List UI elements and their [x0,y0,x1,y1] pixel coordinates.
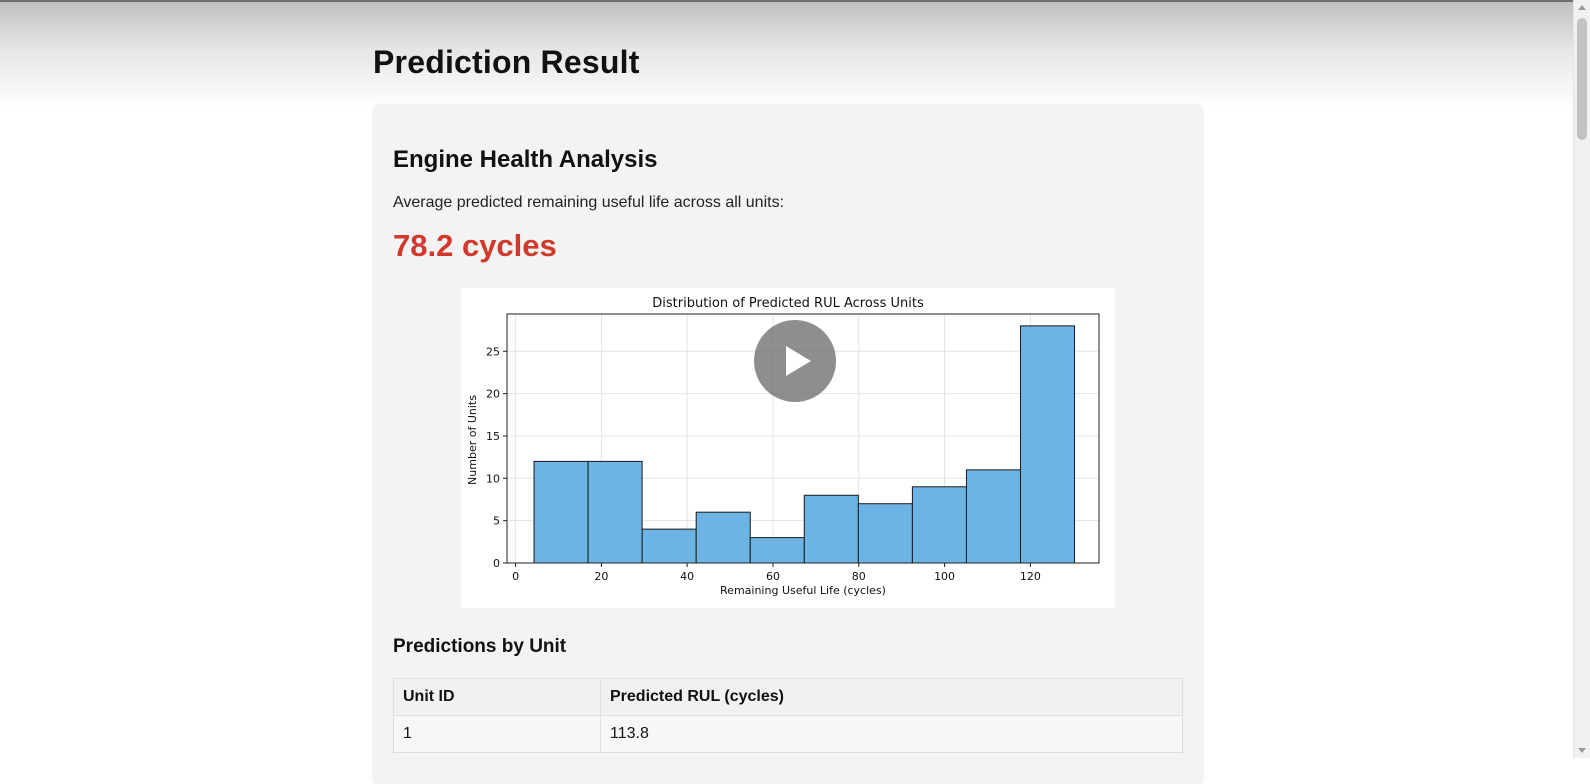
table-header-row: Unit ID Predicted RUL (cycles) [393,678,1183,716]
y-tick-label: 5 [493,515,500,528]
chart-y-axis-label: Number of Units [466,395,479,485]
histogram-bar [749,537,805,564]
plot-frame [506,313,1100,564]
x-tick-label: 40 [680,570,694,583]
unit-id-cell: 1 [393,715,601,753]
page-title: Prediction Result [373,44,640,80]
y-tick-label: 10 [486,472,500,485]
column-header-predicted-rul: Predicted RUL (cycles) [600,678,1183,716]
average-rul-value: 78.2 cycles [393,228,557,263]
play-icon[interactable] [786,346,811,376]
scroll-up-arrow-icon[interactable] [1578,5,1586,10]
histogram-bar [803,494,859,564]
histogram-bar [695,511,751,564]
histogram-bar [965,469,1021,564]
table-row: 1 113.8 [393,715,1183,753]
x-tick-label: 0 [512,570,519,583]
y-tick-label: 20 [486,388,500,401]
histogram-bar [533,460,589,564]
vertical-scrollbar[interactable] [1573,0,1590,758]
column-header-unit-id: Unit ID [393,678,601,716]
y-tick-label: 25 [486,345,500,358]
predictions-by-unit-title: Predictions by Unit [393,636,567,657]
rul-distribution-chart: 0 20 40 60 80 100 120 0 5 10 15 20 25 Distribution o… [461,288,1115,608]
rul-histogram-svg: 0 20 40 60 80 100 120 0 5 10 15 20 25 Distribution o… [466,296,1100,597]
x-tick-label: 120 [1020,570,1041,583]
histogram-bar [587,460,643,564]
window-top-edge [0,0,1590,2]
y-tick-label: 15 [486,430,500,443]
x-tick-label: 60 [766,570,780,583]
histogram-bar [1019,325,1076,564]
histogram-bar [641,528,697,564]
predictions-table: Unit ID Predicted RUL (cycles) 1 113.8 [393,678,1183,753]
predicted-rul-cell: 113.8 [600,715,1183,753]
x-tick-label: 100 [934,570,955,583]
histogram-bar [857,503,913,564]
scroll-down-arrow-icon[interactable] [1578,748,1586,753]
engine-health-title: Engine Health Analysis [393,146,658,173]
result-card: Engine Health Analysis Average predicted… [373,104,1203,784]
x-tick-label: 20 [594,570,608,583]
browser-top-gradient [0,0,1590,110]
scrollbar-thumb[interactable] [1577,18,1587,140]
y-tick-label: 0 [493,557,500,570]
chart-x-axis-label: Remaining Useful Life (cycles) [720,584,886,597]
average-rul-label: Average predicted remaining useful life … [393,194,785,211]
x-tick-label: 80 [852,570,866,583]
histogram-bar [911,486,967,564]
chart-title: Distribution of Predicted RUL Across Uni… [652,296,924,311]
play-video-button[interactable] [754,320,836,402]
